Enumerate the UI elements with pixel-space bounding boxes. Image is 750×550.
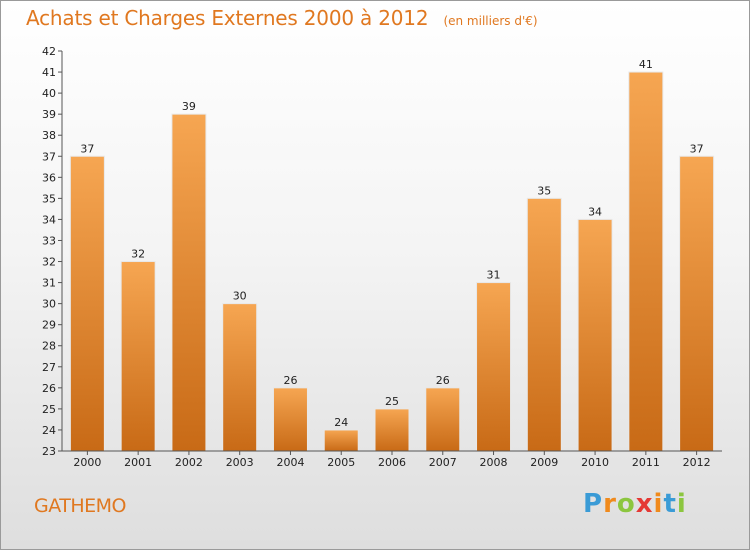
logo-letter: o bbox=[616, 489, 636, 519]
x-tick-label-2000: 2000 bbox=[73, 456, 101, 469]
logo-letter: i bbox=[676, 489, 687, 519]
x-tick-label-2002: 2002 bbox=[175, 456, 203, 469]
x-tick-label-2001: 2001 bbox=[124, 456, 152, 469]
value-label-2004: 26 bbox=[283, 374, 297, 387]
y-tick-label-37: 37 bbox=[42, 150, 56, 163]
x-tick-label-2006: 2006 bbox=[378, 456, 406, 469]
bar-2011 bbox=[628, 71, 664, 452]
x-tick-label-2004: 2004 bbox=[276, 456, 304, 469]
y-tick-label-40: 40 bbox=[42, 87, 56, 100]
y-tick-label-33: 33 bbox=[42, 234, 56, 247]
y-tick-label-35: 35 bbox=[42, 192, 56, 205]
bar-2009 bbox=[526, 197, 562, 452]
logo-letter: t bbox=[663, 489, 677, 519]
y-tick-label-26: 26 bbox=[42, 382, 56, 395]
chart-title-row: Achats et Charges Externes 2000 à 2012 (… bbox=[26, 6, 538, 30]
value-label-2005: 24 bbox=[334, 416, 348, 429]
logo-letter: r bbox=[603, 489, 617, 519]
y-tick-label-41: 41 bbox=[42, 66, 56, 79]
bar-2008 bbox=[476, 282, 512, 452]
x-tick-label-2005: 2005 bbox=[327, 456, 355, 469]
bar-2003 bbox=[222, 303, 258, 452]
proxiti-logo: Proxiti bbox=[583, 489, 687, 519]
x-tick-label-2003: 2003 bbox=[226, 456, 254, 469]
value-label-2011: 41 bbox=[639, 58, 653, 71]
logo-letter: x bbox=[635, 489, 654, 519]
y-tick-label-30: 30 bbox=[42, 298, 56, 311]
value-label-2006: 25 bbox=[385, 395, 399, 408]
y-tick-label-23: 23 bbox=[42, 445, 56, 458]
logo-letter: i bbox=[653, 489, 664, 519]
bar-2000 bbox=[69, 155, 105, 452]
city-name: GATHEMO bbox=[34, 495, 127, 517]
bar-2007 bbox=[425, 387, 461, 452]
axes-layer: 2000 2001 2002 2003 2004 2005 2006 2007 2008 2009… bbox=[42, 45, 722, 469]
bar-2001 bbox=[120, 261, 156, 452]
x-tick-label-2012: 2012 bbox=[683, 456, 711, 469]
value-label-2002: 39 bbox=[182, 100, 196, 113]
x-tick-label-2009: 2009 bbox=[530, 456, 558, 469]
bar-2002 bbox=[171, 113, 207, 452]
x-tick-label-2011: 2011 bbox=[632, 456, 660, 469]
y-tick-label-36: 36 bbox=[42, 171, 56, 184]
y-tick-label-42: 42 bbox=[42, 45, 56, 58]
logo-letter: P bbox=[583, 489, 604, 519]
value-label-2001: 32 bbox=[131, 248, 145, 261]
bars-layer: 37 32 39 30 26 24 25 26 31 35 34 41 37 bbox=[69, 58, 715, 452]
chart-title: Achats et Charges Externes 2000 à 2012 bbox=[26, 6, 429, 30]
value-label-2008: 31 bbox=[487, 269, 501, 282]
y-tick-label-39: 39 bbox=[42, 108, 56, 121]
bar-2004 bbox=[272, 387, 308, 452]
value-label-2007: 26 bbox=[436, 374, 450, 387]
y-tick-label-32: 32 bbox=[42, 256, 56, 269]
y-tick-label-31: 31 bbox=[42, 277, 56, 290]
value-label-2003: 30 bbox=[233, 290, 247, 303]
y-tick-label-29: 29 bbox=[42, 319, 56, 332]
y-tick-label-27: 27 bbox=[42, 361, 56, 374]
bar-2006 bbox=[374, 408, 410, 452]
x-tick-label-2008: 2008 bbox=[480, 456, 508, 469]
value-label-2009: 35 bbox=[537, 184, 551, 197]
chart-subtitle: (en milliers d'€) bbox=[443, 14, 538, 28]
y-tick-label-24: 24 bbox=[42, 424, 56, 437]
bar-2010 bbox=[577, 218, 613, 452]
y-tick-label-38: 38 bbox=[42, 129, 56, 142]
y-tick-label-34: 34 bbox=[42, 213, 56, 226]
bar-2012 bbox=[679, 155, 715, 452]
y-tick-label-25: 25 bbox=[42, 403, 56, 416]
x-tick-label-2007: 2007 bbox=[429, 456, 457, 469]
value-label-2012: 37 bbox=[690, 142, 704, 155]
x-tick-label-2010: 2010 bbox=[581, 456, 609, 469]
value-label-2010: 34 bbox=[588, 205, 602, 218]
bar-2005 bbox=[323, 429, 359, 452]
y-tick-label-28: 28 bbox=[42, 340, 56, 353]
value-label-2000: 37 bbox=[80, 142, 94, 155]
